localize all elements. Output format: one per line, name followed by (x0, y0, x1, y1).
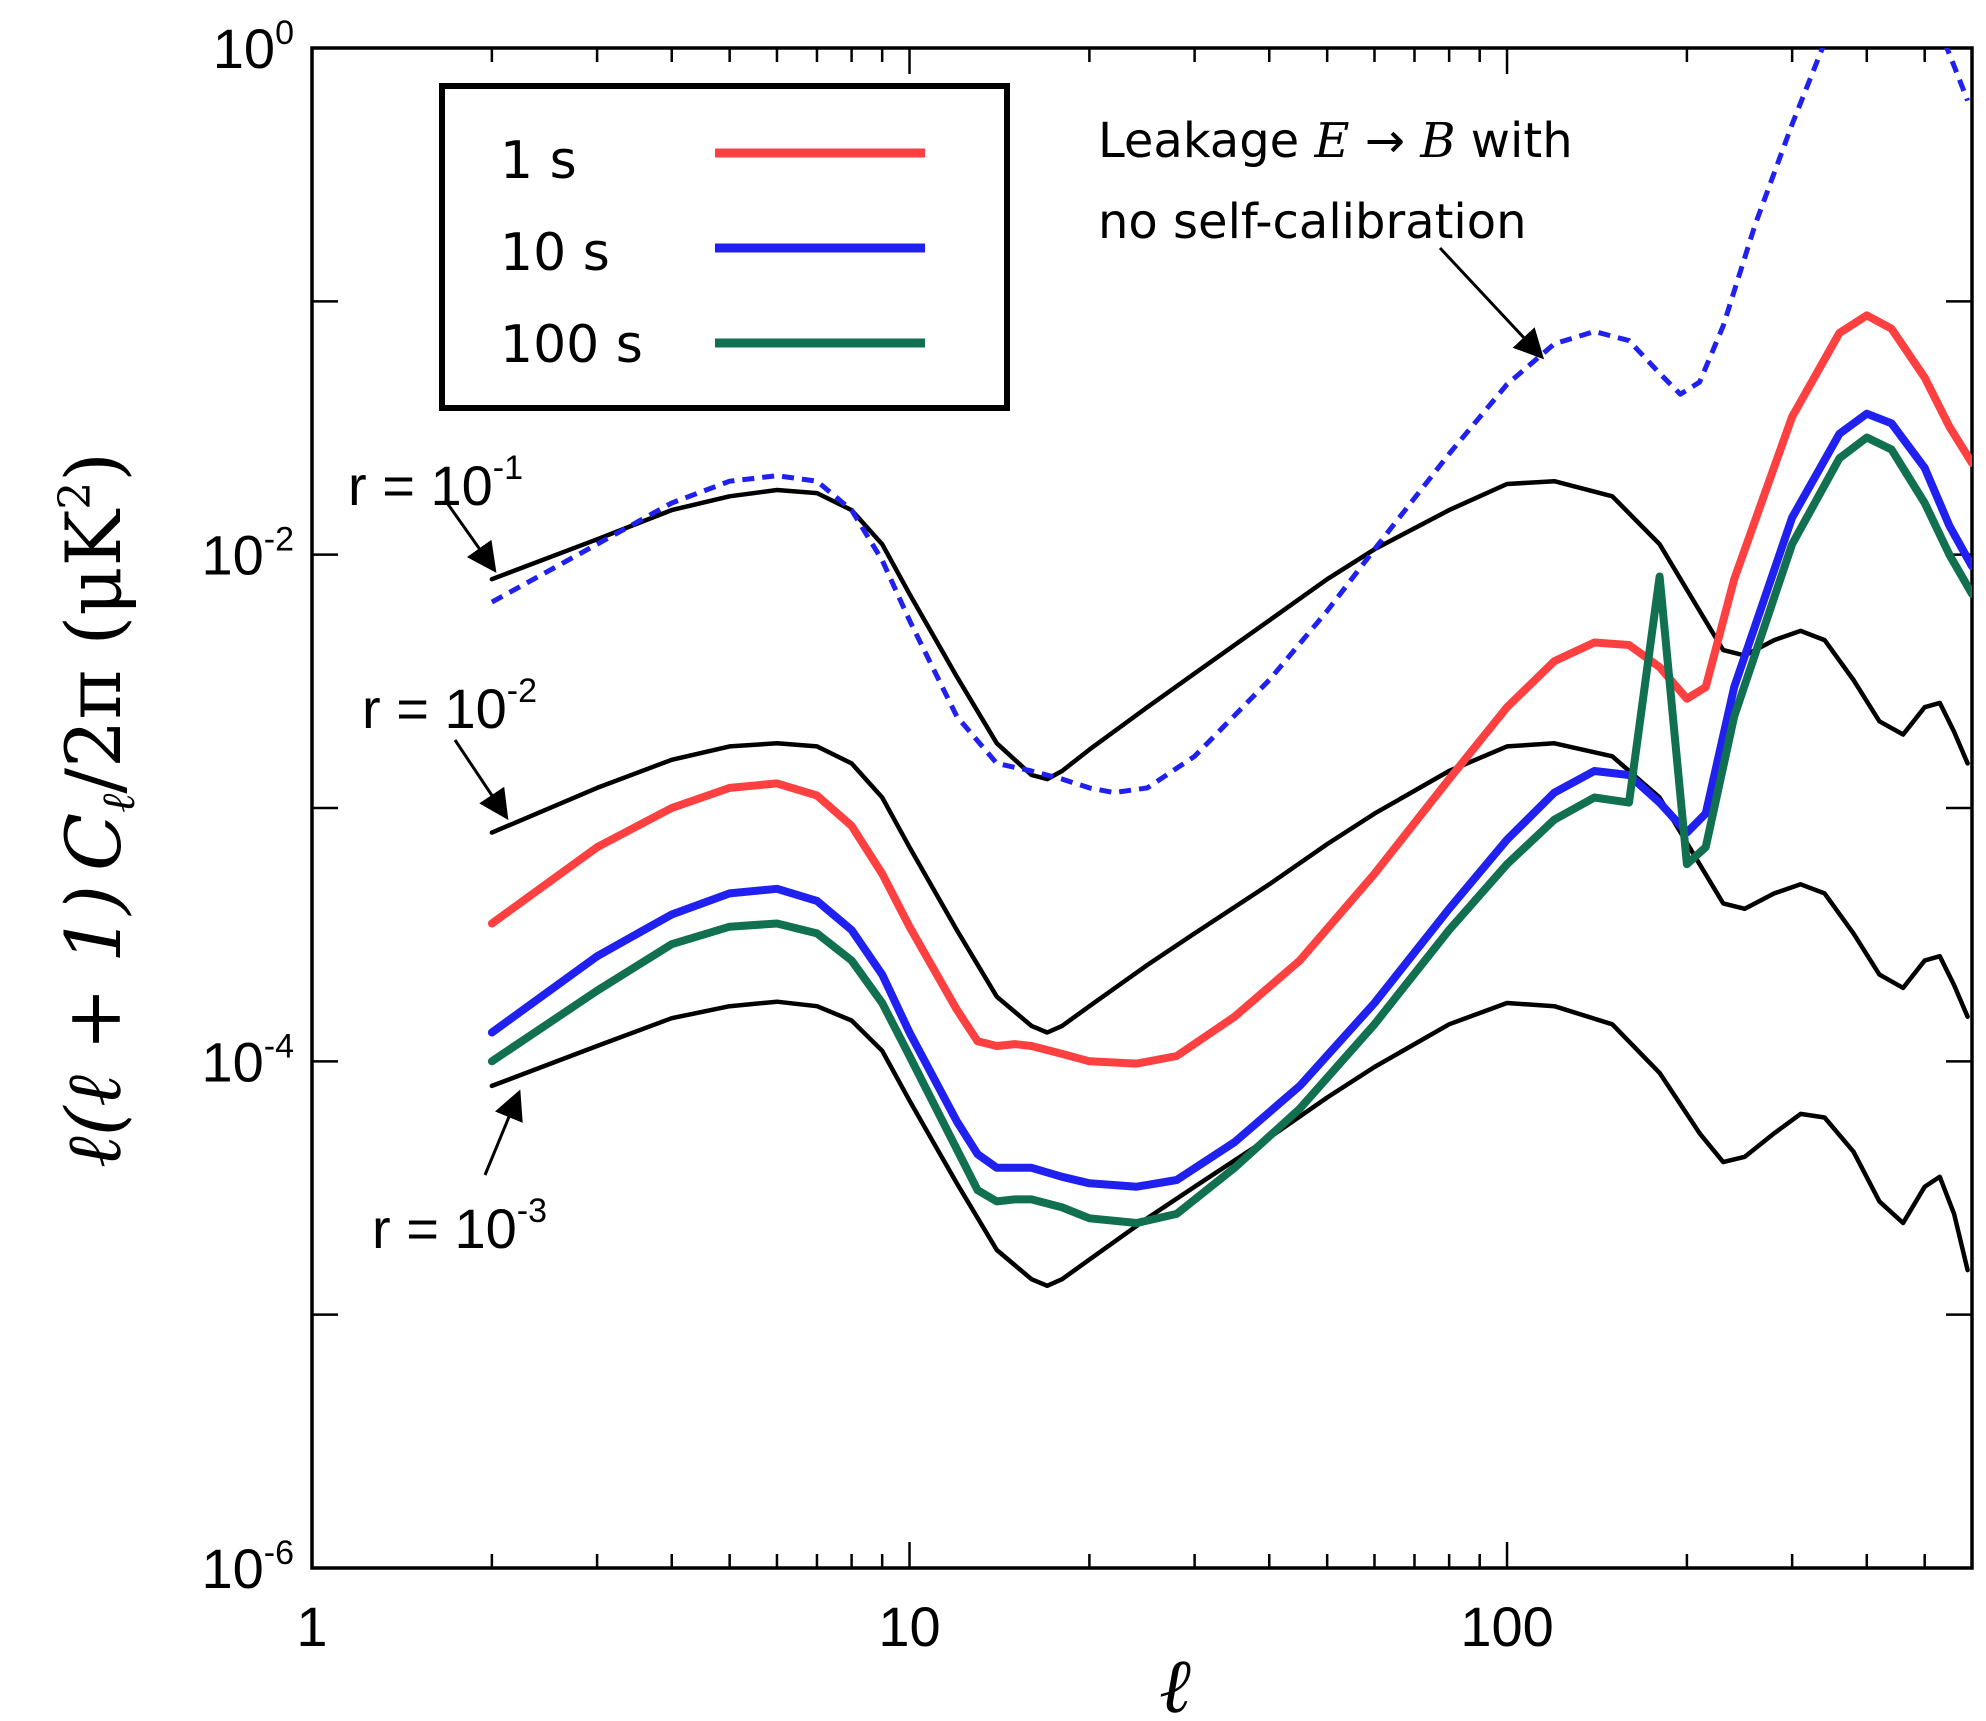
x-axis-label: ℓ (1159, 1641, 1191, 1721)
axis-ticks: 1 10 100 10-6 10-4 10-2 100 (201, 14, 1974, 1658)
leakage-label-line1: Leakage E → B with (1098, 113, 1573, 169)
series-line-7 (1944, 48, 1970, 102)
series-group (487, 48, 1972, 1289)
r3-label: r = 10-3 (372, 1192, 547, 1260)
x-tick-label: 100 (1460, 1595, 1553, 1658)
y-tick-label: 10-6 (201, 1534, 294, 1600)
x-tick-label: 1 (296, 1595, 327, 1658)
y-tick-label: 100 (213, 14, 294, 80)
series-line-6 (490, 48, 1826, 796)
y-tick-label: 10-4 (201, 1027, 294, 1093)
series-line-0 (489, 478, 1970, 782)
legend: 1 s 10 s 100 s (439, 83, 1010, 411)
legend-label-10s: 10 s (500, 223, 610, 283)
series-line-3 (487, 311, 1972, 1068)
leakage-arrow (1438, 246, 1545, 360)
series-line-1 (489, 741, 1970, 1035)
leakage-label-line2: no self-calibration (1098, 194, 1527, 250)
legend-label-1s: 1 s (500, 131, 577, 191)
series-line-5 (487, 433, 1972, 1227)
r2-label: r = 10-2 (362, 672, 537, 740)
x-tick-label: 10 (878, 1595, 940, 1658)
r1-arrow (443, 499, 497, 573)
r1-label: r = 10-1 (348, 449, 523, 517)
series-line-2 (489, 999, 1970, 1289)
r2-arrow (453, 739, 509, 820)
y-tick-label: 10-2 (201, 521, 294, 587)
y-axis-label: ℓ(ℓ + 1)Cℓ/2π (μK2) (49, 452, 145, 1168)
legend-label-100s: 100 s (500, 315, 643, 375)
series-line-4 (487, 409, 1972, 1191)
r3-arrow (483, 1089, 523, 1176)
